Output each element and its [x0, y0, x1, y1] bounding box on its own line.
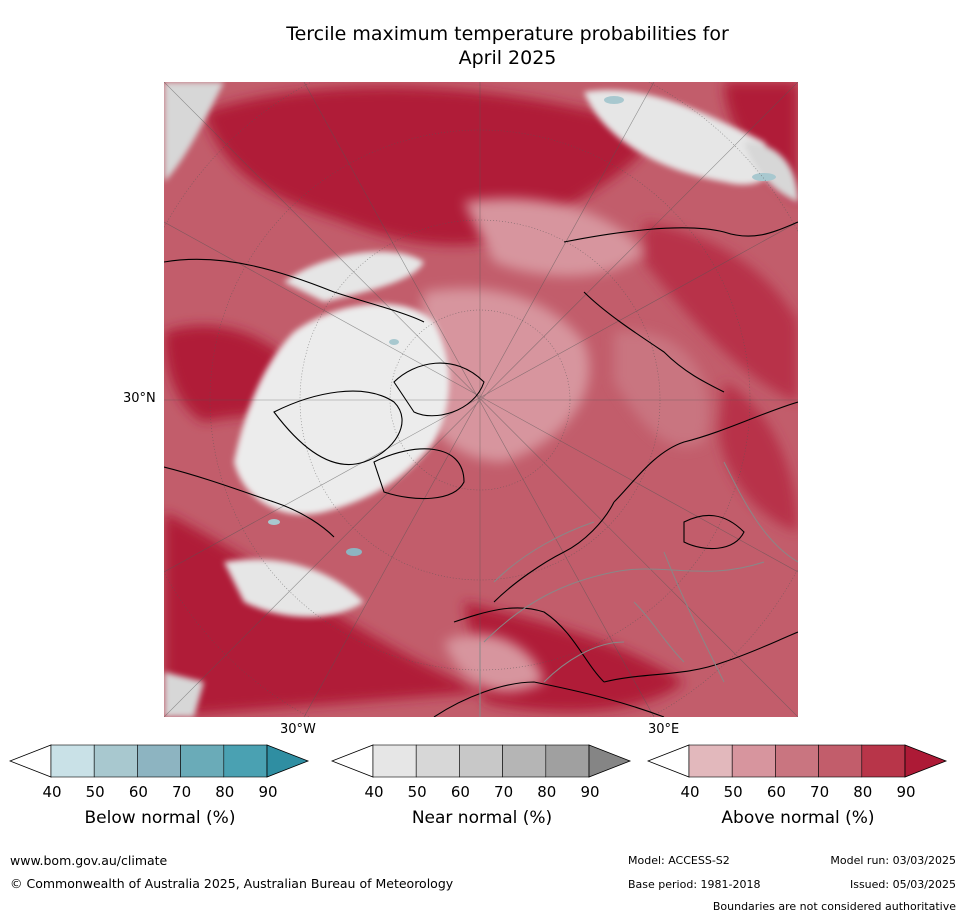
- colorbar-below-normal: [9, 744, 311, 780]
- colorbar-tick-label: 80: [215, 783, 235, 801]
- copyright-text: © Commonwealth of Australia 2025, Austra…: [10, 876, 454, 891]
- colorbar-swatch: [50, 744, 95, 778]
- colorbar-tick-label: 50: [723, 783, 743, 801]
- colorbar-tick-label: 70: [810, 783, 830, 801]
- colorbar-tick-label: 60: [128, 783, 148, 801]
- colorbar-tick-label: 40: [364, 783, 384, 801]
- colorbar-near-normal-swatches: [331, 744, 632, 778]
- colorbar-swatch: [93, 744, 138, 778]
- colorbar-min-arrow: [9, 744, 52, 778]
- near-normal-regions: [164, 82, 798, 717]
- longitude-label-30w: 30°W: [280, 722, 316, 737]
- colorbar-tick-label: 40: [680, 783, 700, 801]
- colorbar-tick-label: 90: [258, 783, 278, 801]
- disclaimer-text: Boundaries are not considered authoritat…: [712, 900, 956, 913]
- colorbar-near-normal-label: Near normal (%): [411, 808, 553, 828]
- map-canvas: [164, 82, 798, 717]
- colorbar-max-arrow: [904, 744, 948, 778]
- colorbar-swatch: [223, 744, 268, 778]
- colorbar-swatch: [372, 744, 417, 778]
- colorbar-tick-label: 60: [766, 783, 786, 801]
- country-borders: [479, 461, 798, 717]
- colorbar-swatch: [775, 744, 819, 778]
- colorbar-max-arrow: [588, 744, 632, 778]
- model-text: Model: ACCESS-S2: [628, 854, 730, 867]
- below-normal-specks: [268, 96, 776, 556]
- colorbar-swatch: [137, 744, 181, 778]
- colorbar-below-normal-label: Below normal (%): [84, 808, 236, 828]
- colorbar-min-arrow: [647, 744, 690, 778]
- colorbar-swatch: [688, 744, 733, 778]
- colorbar-tick-label: 70: [172, 783, 192, 801]
- colorbar-max-arrow: [266, 744, 310, 778]
- colorbar-above-normal-swatches: [647, 744, 948, 778]
- colorbar-min-arrow: [331, 744, 374, 778]
- colorbar-swatch: [415, 744, 460, 778]
- colorbar-swatch: [818, 744, 863, 778]
- meridians: [164, 82, 798, 717]
- colorbar-swatch: [731, 744, 776, 778]
- probability-map[interactable]: [164, 82, 798, 717]
- colorbar-above-normal: [647, 744, 949, 780]
- colorbar-tick-label: 90: [896, 783, 916, 801]
- colorbar-tick-label: 80: [537, 783, 557, 801]
- colorbar-below-normal-swatches: [9, 744, 310, 778]
- colorbar-tick-label: 90: [580, 783, 600, 801]
- colorbar-swatch: [459, 744, 503, 778]
- map-title: Tercile maximum temperature probabilitie…: [160, 22, 855, 70]
- title-line-2: April 2025: [458, 47, 557, 69]
- bom-website-link[interactable]: www.bom.gov.au/climate: [10, 853, 168, 868]
- colorbar-tick-label: 70: [494, 783, 514, 801]
- coastlines: [164, 221, 798, 717]
- colorbar-tick-label: 60: [450, 783, 470, 801]
- colorbar-swatch: [180, 744, 225, 778]
- longitude-label-30e: 30°E: [648, 722, 680, 737]
- colorbar-tick-label: 50: [85, 783, 105, 801]
- colorbar-tick-label: 80: [853, 783, 873, 801]
- colorbar-above-normal-label: Above normal (%): [721, 808, 875, 828]
- colorbar-swatch: [545, 744, 590, 778]
- colorbar-tick-label: 50: [407, 783, 427, 801]
- colorbar-swatch: [502, 744, 547, 778]
- title-line-1: Tercile maximum temperature probabilitie…: [286, 23, 729, 45]
- colorbar-tick-label: 40: [42, 783, 62, 801]
- base-period-text: Base period: 1981-2018: [628, 878, 761, 891]
- above-50-60-regions: [414, 198, 710, 692]
- issued-text: Issued: 05/03/2025: [849, 878, 956, 891]
- latitude-label-30n: 30°N: [123, 391, 156, 406]
- colorbar-swatch: [861, 744, 906, 778]
- colorbar-near-normal: [331, 744, 633, 780]
- model-run-text: Model run: 03/03/2025: [830, 854, 956, 867]
